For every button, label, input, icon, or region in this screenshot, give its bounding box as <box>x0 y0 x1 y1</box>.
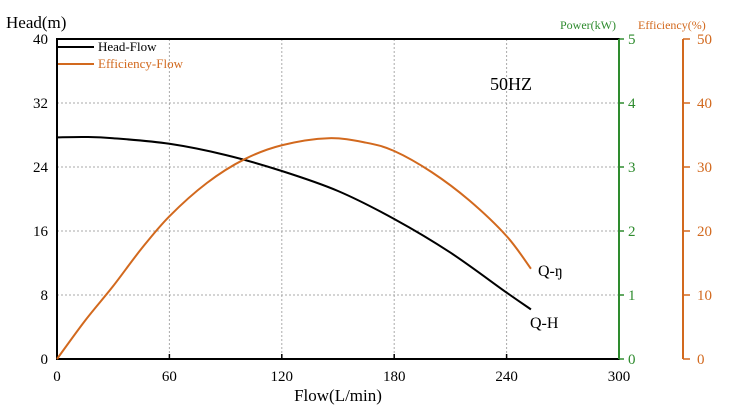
power-tick-label: 3 <box>628 160 636 176</box>
power-tick-label: 5 <box>628 32 636 48</box>
y-axis-title: Head(m) <box>6 13 66 32</box>
frequency-annotation: 50HZ <box>490 74 532 94</box>
y-tick-label: 40 <box>33 32 48 48</box>
power-axis-title: Power(kW) <box>560 18 616 32</box>
curve-label-head: Q-H <box>530 315 559 332</box>
efficiency-tick-label: 30 <box>697 160 712 176</box>
y-tick-label: 32 <box>33 96 48 112</box>
x-tick-label: 60 <box>162 369 177 385</box>
x-tick-label: 240 <box>495 369 518 385</box>
legend-label-efficiency: Efficiency-Flow <box>98 56 184 71</box>
axes: 0 60 120 180 240 3000816243240012345010203040… <box>33 32 712 385</box>
plot-frame <box>56 38 620 360</box>
x-tick-label: 0 <box>53 369 61 385</box>
efficiency-flow-line <box>56 137 532 360</box>
power-tick-label: 4 <box>628 96 636 112</box>
efficiency-tick-label: 40 <box>697 96 712 112</box>
power-tick-label: 0 <box>628 352 636 368</box>
power-tick-label: 2 <box>628 224 636 240</box>
y-tick-label: 8 <box>41 288 49 304</box>
power-tick-label: 1 <box>628 288 636 304</box>
legend: Head-Flow Efficiency-Flow <box>58 39 184 71</box>
efficiency-tick-label: 20 <box>697 224 712 240</box>
series-lines <box>56 135 532 360</box>
curve-label-efficiency: Q-ŋ <box>538 263 563 280</box>
y-tick-label: 16 <box>33 224 49 240</box>
efficiency-axis-title: Efficiency(%) <box>638 18 706 32</box>
x-tick-label: 300 <box>608 369 631 385</box>
y-tick-label: 24 <box>33 160 49 176</box>
head-flow-line <box>56 135 532 311</box>
x-axis-title: Flow(L/min) <box>294 386 382 405</box>
legend-label-head: Head-Flow <box>98 39 157 54</box>
x-tick-label: 180 <box>383 369 406 385</box>
efficiency-tick-label: 50 <box>697 32 712 48</box>
efficiency-tick-label: 10 <box>697 288 712 304</box>
y-tick-label: 0 <box>41 352 49 368</box>
x-tick-label: 120 <box>271 369 294 385</box>
grid <box>57 39 619 359</box>
efficiency-tick-label: 0 <box>697 352 705 368</box>
